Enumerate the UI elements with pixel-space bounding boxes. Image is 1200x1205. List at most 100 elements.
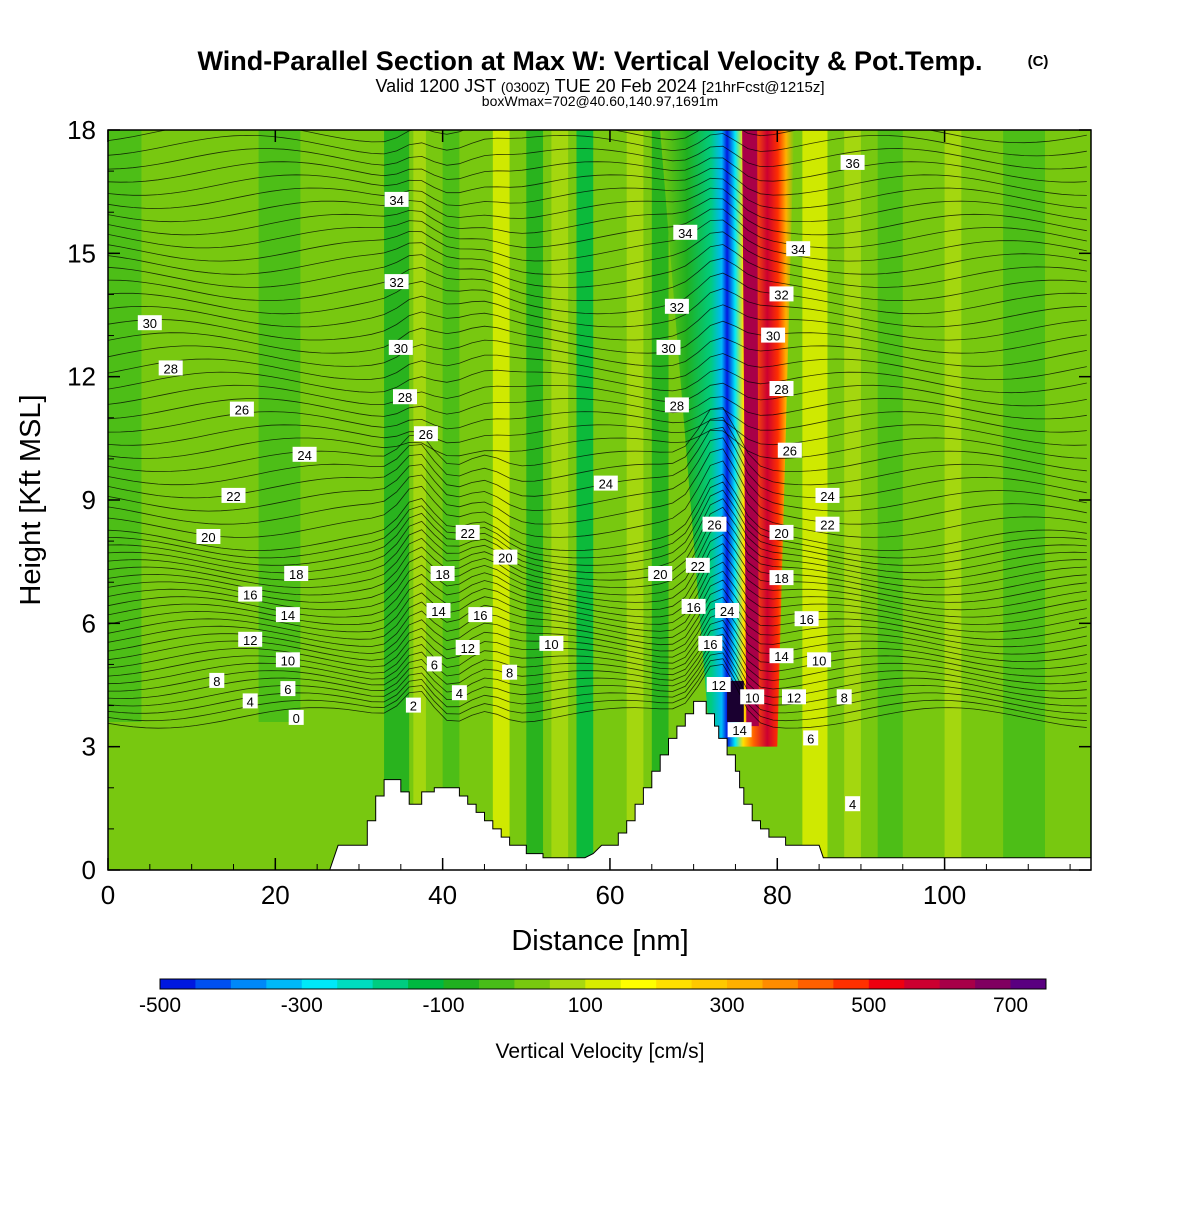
theta-label: 20 <box>196 529 221 545</box>
field-band <box>626 130 644 870</box>
theta-label-text: 28 <box>670 398 684 413</box>
theta-label: 24 <box>815 487 840 504</box>
theta-label-box <box>769 524 794 540</box>
theta-label-text: 16 <box>703 637 717 652</box>
theta-label-box <box>221 487 246 503</box>
theta-label-box <box>836 689 852 705</box>
theta-contour <box>108 257 1087 302</box>
theta-label-text: 22 <box>226 489 240 504</box>
theta-label-text: 30 <box>143 316 157 331</box>
theta-label: 10 <box>539 635 564 652</box>
colorbar-swatch <box>904 979 941 989</box>
theta-label-box <box>715 603 740 618</box>
field-band <box>877 130 903 870</box>
theta-label-box <box>426 656 442 672</box>
theta-contour <box>108 612 1087 670</box>
theta-label: 34 <box>673 224 698 241</box>
theta-label-box <box>502 664 518 680</box>
theta-label-text: 26 <box>419 427 433 442</box>
theta-contour <box>108 533 1087 603</box>
theta-label-box <box>673 224 698 240</box>
theta-label-box <box>815 516 840 532</box>
theta-label-box <box>794 611 819 627</box>
theta-label-text: 16 <box>686 600 700 615</box>
y-tick-label: 6 <box>82 608 96 638</box>
theta-label: 20 <box>769 524 794 541</box>
theta-label-text: 8 <box>213 674 220 689</box>
colorbar-swatch <box>585 979 622 989</box>
x-tick-label: 60 <box>595 880 624 910</box>
theta-label: 22 <box>455 524 480 541</box>
theta-label-text: 14 <box>774 649 788 664</box>
theta-label-text: 6 <box>284 682 291 697</box>
theta-contour <box>108 663 1087 729</box>
theta-label: 30 <box>137 315 162 331</box>
theta-label: 28 <box>158 360 183 376</box>
y-tick-label: 15 <box>67 238 96 268</box>
theta-label-text: 18 <box>435 567 449 582</box>
velocity-field <box>108 130 1091 870</box>
theta-label: 26 <box>777 442 802 459</box>
theta-label-text: 22 <box>820 518 834 533</box>
colorbar-tick-label: 100 <box>568 994 603 1017</box>
colorbar-swatch <box>372 979 409 989</box>
field-band <box>492 130 510 870</box>
theta-label-box <box>740 689 765 705</box>
theta-label: 22 <box>221 487 246 504</box>
theta-contour <box>108 197 1087 236</box>
colorbar-swatch <box>301 979 338 989</box>
theta-label-text: 30 <box>661 341 675 356</box>
theta-label-box <box>238 586 263 602</box>
theta-label-text: 12 <box>711 678 725 693</box>
theta-contour <box>108 382 1087 407</box>
theta-contour <box>108 579 1087 640</box>
colorbar-swatch <box>443 979 480 989</box>
theta-contour <box>108 272 1087 315</box>
theta-label: 16 <box>681 598 706 615</box>
theta-label-box <box>196 529 221 544</box>
x-tick-label: 0 <box>101 880 115 910</box>
colorbar-tick-label: -100 <box>423 994 465 1017</box>
theta-label: 26 <box>702 516 727 533</box>
theta-label-box <box>681 598 706 614</box>
field-band <box>413 130 426 870</box>
theta-label-text: 10 <box>544 637 558 652</box>
theta-contour <box>108 353 1087 380</box>
theta-label-box <box>292 446 317 462</box>
theta-label: 24 <box>593 475 618 492</box>
theta-label-box <box>455 640 480 655</box>
theta-contour <box>108 489 1087 566</box>
updraft-max <box>727 680 744 722</box>
colorbar-swatch <box>160 979 196 989</box>
theta-label: 18 <box>769 570 794 586</box>
theta-label: 32 <box>384 274 409 290</box>
theta-label: 8 <box>502 664 518 681</box>
plot-area: 3028262422201816141210864034323028262218… <box>108 130 1091 870</box>
theta-label-box <box>275 607 300 623</box>
copyright-mark: (C) <box>1028 53 1049 70</box>
colorbar-swatch <box>478 979 515 989</box>
valid-prefix: Valid 1200 JST <box>375 76 496 96</box>
theta-label-box <box>648 566 673 581</box>
theta-label-text: 28 <box>163 361 177 376</box>
colorbar-tick-label: 700 <box>993 994 1028 1017</box>
theta-label: 28 <box>393 389 417 405</box>
colorbar-swatch <box>514 979 551 989</box>
y-axis-label: Height [Kft MSL] <box>15 394 47 605</box>
theta-label-text: 14 <box>431 604 445 619</box>
box-max-line: boxWmax=702@40.60,140.97,1691m <box>482 93 718 109</box>
y-tick-label: 3 <box>82 732 96 762</box>
theta-contour <box>108 416 1087 486</box>
theta-label: 30 <box>761 327 786 344</box>
theta-label: 18 <box>430 566 455 582</box>
theta-label-text: 22 <box>691 559 705 574</box>
colorbar-swatch <box>620 979 657 989</box>
theta-label-text: 18 <box>289 567 303 582</box>
theta-label: 32 <box>664 298 689 315</box>
theta-label-box <box>275 652 300 668</box>
theta-label-box <box>786 241 811 257</box>
field-band <box>844 130 861 870</box>
theta-label: 14 <box>769 648 794 664</box>
theta-label-box <box>242 693 258 709</box>
theta-label: 18 <box>284 566 309 582</box>
